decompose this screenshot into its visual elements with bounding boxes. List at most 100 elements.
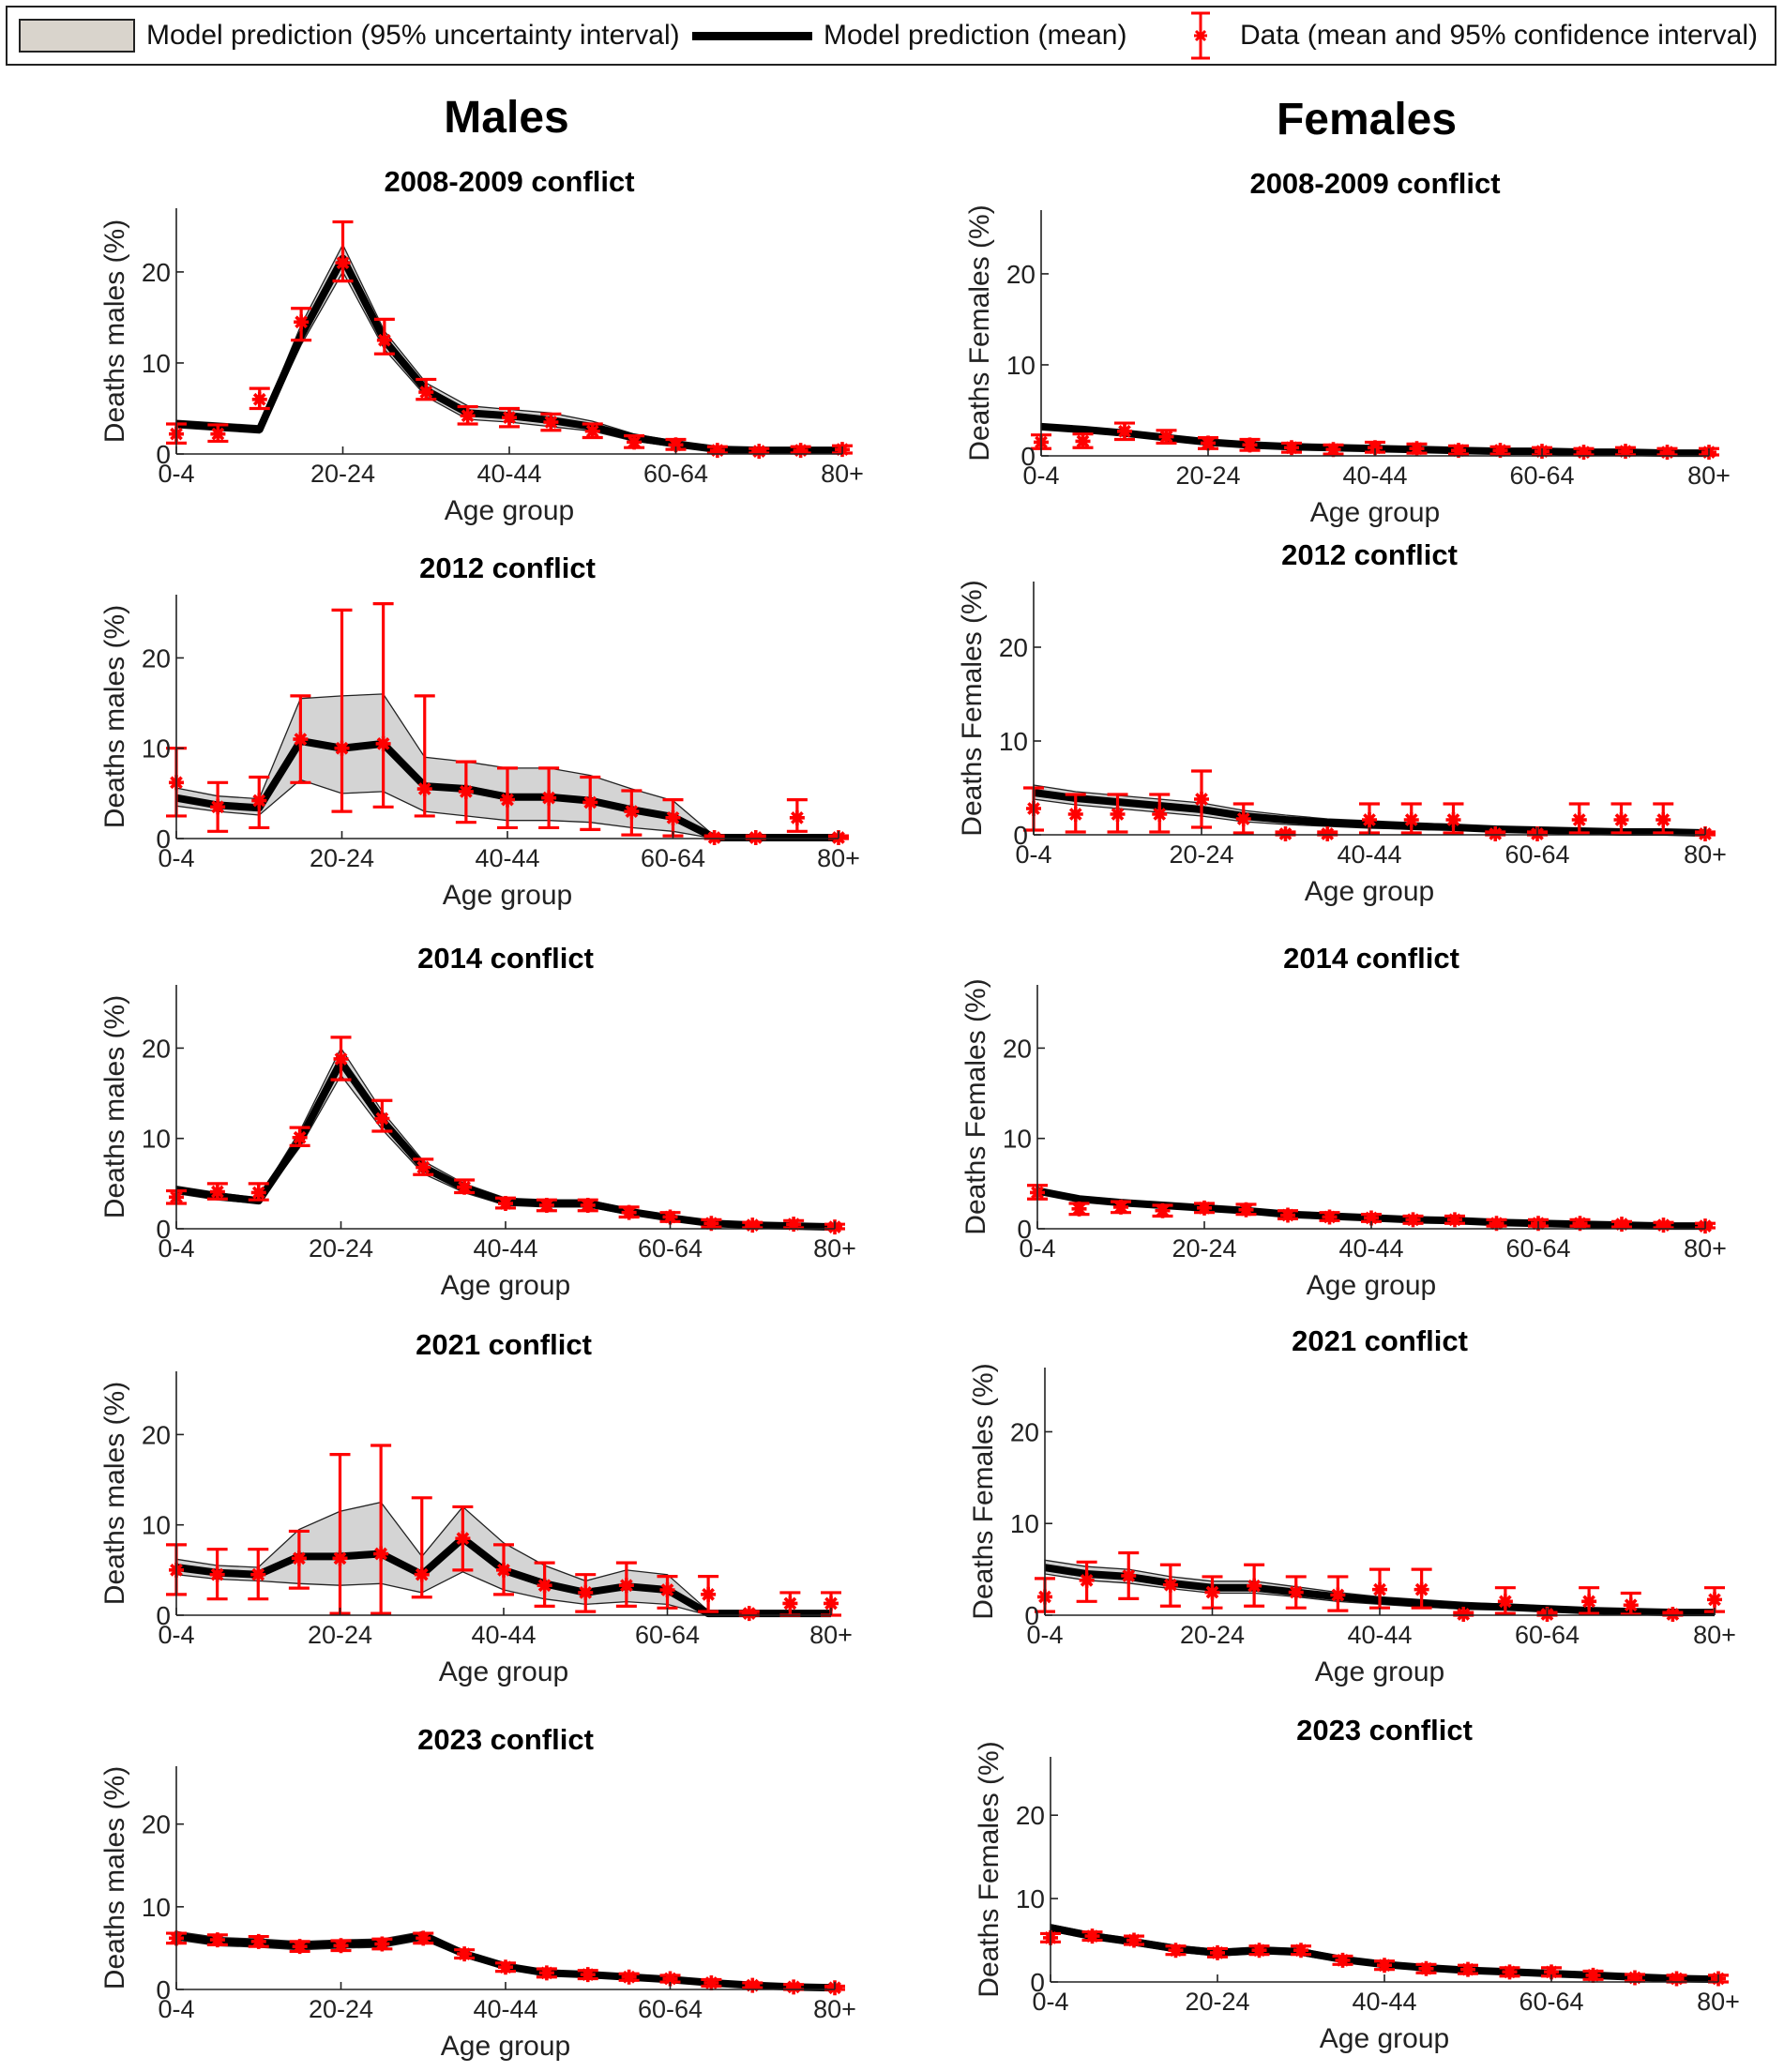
data-marker [375, 735, 391, 751]
data-marker [1158, 429, 1174, 445]
data-marker [460, 408, 476, 424]
data-point [1275, 826, 1296, 841]
data-marker [1403, 812, 1419, 827]
y-tick-label: 10 [142, 1125, 171, 1154]
y-axis-label: Deaths males (%) [99, 995, 130, 1218]
panel-title: 2021 conflict [416, 1328, 592, 1361]
y-axis-label: Deaths Females (%) [964, 204, 995, 461]
data-marker [458, 783, 474, 799]
y-axis-label: Deaths males (%) [99, 605, 130, 828]
data-marker [1669, 1971, 1685, 1987]
y-tick-label: 20 [142, 258, 171, 287]
data-marker [209, 1932, 225, 1948]
data-marker [706, 830, 722, 846]
x-tick-label: 40-44 [471, 1621, 536, 1649]
x-axis-label: Age group [1315, 1656, 1444, 1687]
data-point [536, 1965, 557, 1981]
data-marker [1581, 1594, 1597, 1610]
data-marker [455, 1531, 471, 1547]
x-tick-label: 0-4 [1022, 461, 1059, 490]
data-point [372, 602, 394, 809]
y-tick-label: 10 [142, 349, 171, 378]
legend-data-label: Data (mean and 95% confidence interval) [1240, 20, 1758, 51]
x-tick-label: 80+ [817, 844, 860, 872]
data-marker [1247, 1578, 1262, 1594]
data-marker [618, 1578, 634, 1594]
data-point [330, 1036, 352, 1081]
data-point [742, 1217, 763, 1233]
data-marker [1707, 1592, 1722, 1608]
data-marker [1201, 435, 1216, 451]
data-point [1244, 1563, 1265, 1608]
x-axis-label: Age group [1320, 2023, 1449, 2054]
data-marker [294, 314, 310, 330]
y-tick-label: 0 [156, 824, 171, 854]
x-tick-label: 20-24 [1175, 461, 1240, 490]
y-tick-label: 0 [1021, 442, 1036, 471]
x-tick-label: 40-44 [475, 844, 539, 872]
y-tick-label: 20 [1003, 1034, 1032, 1063]
data-marker [537, 1578, 552, 1594]
x-tick-label: 20-24 [310, 460, 375, 488]
data-marker [1409, 441, 1425, 457]
data-marker [1362, 812, 1377, 827]
x-tick-label: 20-24 [309, 1234, 373, 1263]
data-point [206, 1182, 228, 1201]
data-point [783, 1217, 805, 1233]
data-point [331, 608, 353, 813]
data-point [1327, 1575, 1349, 1612]
data-marker [659, 1582, 675, 1598]
data-marker [210, 426, 226, 442]
x-tick-label: 40-44 [1342, 461, 1407, 490]
x-axis-label: Age group [445, 495, 574, 526]
data-point [207, 780, 229, 833]
data-marker [291, 1550, 307, 1566]
data-point [1486, 1216, 1507, 1232]
data-point [1448, 443, 1469, 459]
data-marker [1126, 1932, 1141, 1948]
data-marker [1655, 1217, 1671, 1233]
data-marker [1492, 443, 1508, 459]
data-point [748, 444, 770, 460]
data-point [206, 1932, 228, 1948]
data-marker [1113, 1199, 1128, 1215]
data-marker [1576, 445, 1592, 461]
data-marker [1117, 423, 1132, 439]
data-point [662, 797, 684, 838]
y-tick-label: 10 [1006, 351, 1036, 380]
x-axis-label: Age group [443, 880, 572, 911]
y-axis-label: Deaths Females (%) [957, 580, 988, 836]
data-point [575, 1573, 597, 1613]
data-marker [1585, 1967, 1601, 1983]
data-marker [1242, 437, 1258, 453]
x-tick-label: 20-24 [1180, 1621, 1245, 1649]
panel-females-2008-2009: 2008-2009 conflict 0 10 20 0-4 20-24 40-44 60-6… [964, 167, 1731, 528]
data-marker [1489, 1216, 1504, 1232]
panel-title: 2008-2009 conflict [1249, 167, 1500, 200]
y-tick-label: 10 [1010, 1509, 1039, 1538]
legend-item-mean: Model prediction (mean) [692, 8, 1126, 64]
data-point [1653, 1217, 1674, 1233]
x-axis-label: Age group [1305, 876, 1434, 907]
data-marker [1451, 443, 1466, 459]
data-marker [1278, 826, 1293, 841]
x-tick-label: 40-44 [1347, 1621, 1412, 1649]
y-axis-label: Deaths Females (%) [968, 1363, 999, 1619]
data-point [1114, 421, 1135, 442]
y-tick-label: 10 [1016, 1884, 1045, 1913]
legend-mean-label: Model prediction (mean) [824, 20, 1127, 51]
x-tick-label: 0-4 [158, 844, 194, 872]
data-point [207, 423, 229, 444]
data-point [1458, 1961, 1478, 1977]
data-point [1124, 1932, 1144, 1948]
legend-band-swatch [19, 19, 135, 53]
data-point [790, 443, 811, 459]
data-marker [1197, 1200, 1212, 1216]
y-tick-label: 0 [1013, 821, 1028, 850]
x-tick-label: 40-44 [1352, 1988, 1416, 2016]
data-point [1317, 826, 1338, 841]
data-point [413, 1157, 434, 1176]
data-point [289, 1939, 310, 1955]
data-marker [580, 1197, 596, 1213]
legend-item-band: Model prediction (95% uncertainty interv… [19, 8, 680, 64]
